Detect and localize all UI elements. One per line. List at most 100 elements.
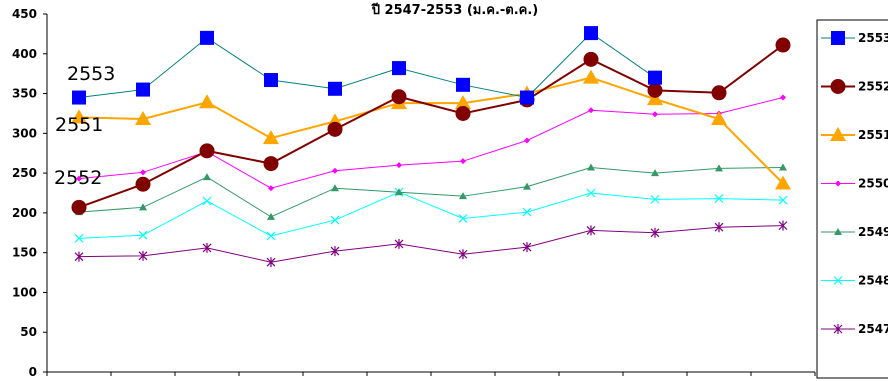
series-layer [71,26,791,268]
legend-entry-2550: 2550 [821,177,888,191]
data-point-2548 [458,214,468,223]
legend-marker [834,228,842,235]
chart-title: ปี 2547-2553 (ม.ค.-ต.ค.) [371,2,539,18]
data-point-2549 [523,182,531,190]
data-point-2553 [264,73,278,88]
legend-marker [830,79,846,94]
data-point-2549 [139,203,147,211]
data-point-2547 [586,225,596,236]
data-point-2551 [455,95,471,110]
data-point-2550 [332,167,338,174]
data-point-2551 [647,91,663,106]
data-point-2551 [71,109,87,124]
legend-entry-2551: 2551 [821,127,888,142]
legend-entry-2549: 2549 [821,225,888,239]
series-line-2548 [78,191,784,239]
data-point-2552 [455,105,471,121]
data-point-2548 [778,195,788,205]
annotations: 2553 2551 2552 [54,63,115,189]
legend-entry-2553: 2553 [821,31,888,45]
data-point-2548 [650,194,660,204]
y-tick-label: 350 [12,87,37,101]
data-point-2548 [266,231,276,241]
data-point-2552 [263,156,279,172]
series-2552 [71,37,791,215]
data-point-2551 [135,111,151,126]
data-point-2553 [200,30,214,45]
data-point-2547 [138,250,148,261]
data-point-2551 [199,94,215,109]
data-point-2552 [327,121,343,137]
data-point-2553 [584,26,598,41]
y-tick-label: 400 [12,47,37,61]
data-point-2550 [780,94,786,101]
data-point-2551 [263,130,279,145]
data-point-2553 [328,81,342,96]
y-tick-label: 450 [12,7,37,21]
data-point-2549 [267,212,275,220]
data-point-2548 [202,196,212,206]
data-point-2549 [587,163,595,171]
data-point-2547 [714,222,724,233]
y-tick-label: 150 [12,246,37,260]
data-point-2548 [586,188,596,198]
data-point-2547 [74,251,84,262]
legend-label: 2549 [858,225,888,239]
data-point-2547 [266,257,276,268]
data-point-2551 [583,69,599,84]
legend-entry-2552: 2552 [821,79,888,94]
data-point-2549 [651,169,659,177]
y-tick-label: 50 [20,325,37,339]
legend-marker [833,276,843,285]
data-point-2553 [456,77,470,92]
series-2553 [72,26,662,105]
series-line-2547 [78,225,784,263]
data-point-2547 [394,238,404,249]
data-point-2553 [392,61,406,76]
data-point-2550 [460,158,466,165]
data-point-2550 [396,162,402,169]
legend-label: 2550 [858,177,888,191]
data-point-2549 [459,192,467,200]
data-point-2547 [522,242,532,253]
data-point-2549 [203,173,211,181]
series-line-2549 [78,167,784,218]
data-point-2552 [711,85,727,101]
data-point-2549 [715,164,723,172]
data-point-2548 [714,194,724,203]
legend-entry-2547: 2547 [821,322,888,336]
data-point-2551 [775,175,791,190]
data-point-2547 [330,246,340,257]
legend-label: 2548 [858,274,888,288]
axes: 050100150200250300350400450ม.ค.ก.พ.มี.ค.… [12,7,816,379]
data-point-2547 [458,249,468,260]
y-tick-label: 0 [29,365,37,379]
data-point-2553 [136,82,150,97]
legend: 2553 2552 2551 2550 2549 2548 2547 [816,19,888,379]
legend-label: 2547 [858,322,888,336]
data-point-2550 [268,185,274,192]
data-point-2548 [522,207,532,217]
series-2548 [74,187,788,243]
data-point-2552 [71,199,87,215]
legend-entry-2548: 2548 [821,274,888,288]
legend-marker [831,31,845,45]
data-point-2549 [395,188,403,196]
data-point-2550 [652,111,658,118]
series-line-2553 [78,32,656,99]
legend-marker [830,127,846,141]
y-tick-label: 100 [12,285,37,299]
data-point-2552 [775,37,791,53]
y-tick-label: 300 [12,126,37,140]
series-2549 [75,163,787,220]
data-point-2552 [135,176,151,192]
legend-box [816,19,888,379]
data-point-2550 [140,169,146,176]
annotation-2552: 2552 [54,167,102,189]
data-point-2547 [778,220,788,231]
data-point-2552 [583,51,599,67]
legend-marker [833,324,843,334]
annotation-2553: 2553 [67,63,115,85]
data-point-2548 [330,215,340,225]
